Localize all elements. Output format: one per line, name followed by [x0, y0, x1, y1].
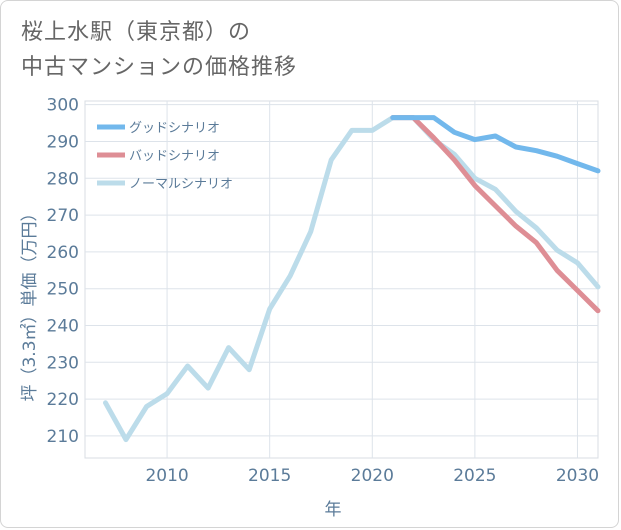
- y-axis-label: 坪（3.3㎡）単価（万円）: [20, 204, 40, 401]
- legend-label-2: ノーマルシナリオ: [129, 177, 233, 192]
- y-tick-label: 270: [47, 206, 79, 226]
- tick-labels: 210 220 230 240 250 260 270 280 290 300 2010 2015 20…: [47, 96, 600, 486]
- y-tick-label: 210: [47, 427, 79, 447]
- series-line-0: [390, 115, 601, 174]
- y-tick-label: 280: [47, 169, 79, 189]
- chart-title: 桜上水駅（東京都）の 中古マンションの価格推移: [21, 15, 601, 85]
- y-tick-label: 220: [47, 390, 79, 410]
- x-tick-label: 2015: [248, 466, 291, 486]
- series-lines: [103, 115, 601, 443]
- x-tick-label: 2030: [556, 466, 599, 486]
- x-tick-label: 2020: [351, 466, 394, 486]
- y-tick-label: 290: [47, 132, 79, 152]
- y-tick-label: 300: [47, 96, 79, 116]
- title-line-2: 中古マンションの価格推移: [21, 55, 298, 80]
- grid: [85, 101, 598, 458]
- y-tick-label: 240: [47, 317, 79, 337]
- title-line-1: 桜上水駅（東京都）の: [21, 20, 252, 45]
- y-tick-label: 230: [47, 353, 79, 373]
- x-tick-label: 2010: [145, 466, 188, 486]
- x-axis-label: 年: [325, 500, 342, 520]
- legend-label-0: グッドシナリオ: [129, 121, 220, 136]
- legend-label-1: バッドシナリオ: [129, 149, 220, 164]
- series-line-1: [390, 115, 601, 314]
- x-tick-label: 2025: [453, 466, 496, 486]
- y-tick-label: 250: [47, 280, 79, 300]
- series-line-2: [103, 115, 601, 443]
- plot-area: [84, 100, 599, 459]
- y-tick-label: 260: [47, 243, 79, 263]
